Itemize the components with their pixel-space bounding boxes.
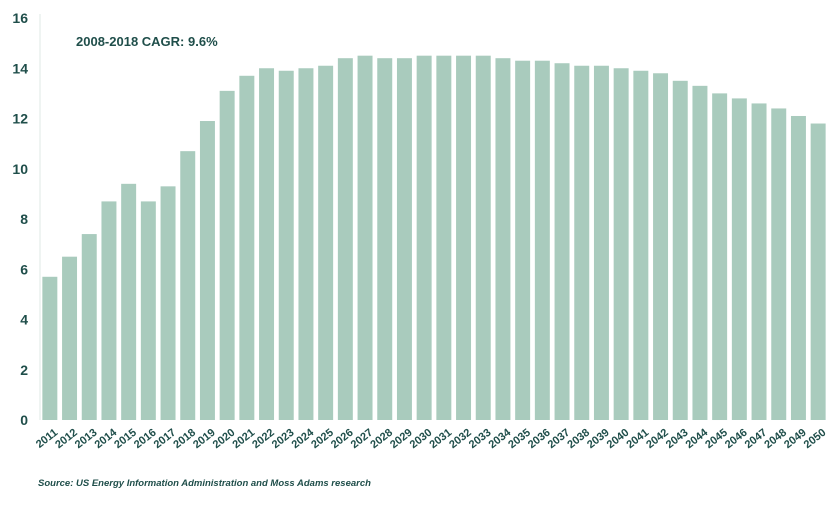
bar-2022 bbox=[259, 68, 275, 420]
bar-2044 bbox=[692, 85, 708, 420]
source-note: Source: US Energy Information Administra… bbox=[38, 478, 371, 489]
bar-2020 bbox=[219, 90, 235, 421]
bar-2023 bbox=[278, 70, 294, 420]
bar-2037 bbox=[554, 63, 570, 420]
bar-2016 bbox=[140, 201, 156, 420]
x-tick-label: 2050 bbox=[802, 427, 829, 452]
bar-2011 bbox=[42, 276, 58, 420]
bar-2018 bbox=[180, 151, 196, 420]
bar-2042 bbox=[653, 73, 669, 421]
y-tick-label: 4 bbox=[20, 312, 28, 328]
bar-2024 bbox=[298, 68, 314, 420]
bar-2033 bbox=[475, 55, 491, 420]
y-tick-label: 14 bbox=[12, 60, 28, 76]
bar-2046 bbox=[731, 98, 747, 421]
y-tick-label: 0 bbox=[20, 412, 28, 428]
bar-2025 bbox=[318, 65, 334, 421]
y-axis: 0 2 4 6 8 10 12 14 16 bbox=[12, 10, 28, 428]
bar-2036 bbox=[534, 60, 550, 421]
bar-2038 bbox=[574, 65, 590, 421]
x-axis: 2011201220132014201520162017201820192020… bbox=[34, 426, 829, 451]
bar-2035 bbox=[515, 60, 531, 421]
bar-2019 bbox=[199, 121, 215, 420]
bar-2045 bbox=[712, 93, 728, 421]
bar-2026 bbox=[337, 58, 353, 420]
bar-2021 bbox=[239, 75, 255, 420]
bar-2048 bbox=[771, 108, 787, 420]
bar-2043 bbox=[672, 80, 688, 420]
cagr-annotation: 2008-2018 CAGR: 9.6% bbox=[76, 34, 218, 49]
bar-2015 bbox=[121, 183, 137, 420]
bar-2034 bbox=[495, 58, 511, 420]
bar-2050 bbox=[810, 123, 826, 421]
bar-2013 bbox=[81, 234, 97, 420]
bar-2031 bbox=[436, 55, 452, 420]
bar-2032 bbox=[456, 55, 472, 420]
y-tick-label: 2 bbox=[20, 362, 28, 378]
y-tick-label: 10 bbox=[12, 161, 28, 177]
bar-2049 bbox=[790, 115, 806, 421]
bars bbox=[42, 55, 826, 421]
bar-2012 bbox=[62, 256, 78, 420]
bar-2047 bbox=[751, 103, 767, 421]
y-tick-label: 8 bbox=[20, 211, 28, 227]
bar-2039 bbox=[593, 65, 609, 421]
bar-2029 bbox=[396, 58, 412, 420]
y-tick-label: 12 bbox=[12, 111, 28, 127]
y-tick-label: 6 bbox=[20, 261, 28, 277]
y-tick-label: 16 bbox=[12, 10, 28, 26]
bar-2027 bbox=[357, 55, 373, 420]
bar-2040 bbox=[613, 68, 629, 420]
bar-2014 bbox=[101, 201, 117, 420]
bar-2041 bbox=[633, 70, 649, 420]
bar-2028 bbox=[377, 58, 393, 420]
bar-2030 bbox=[416, 55, 432, 420]
bar-2017 bbox=[160, 186, 176, 420]
